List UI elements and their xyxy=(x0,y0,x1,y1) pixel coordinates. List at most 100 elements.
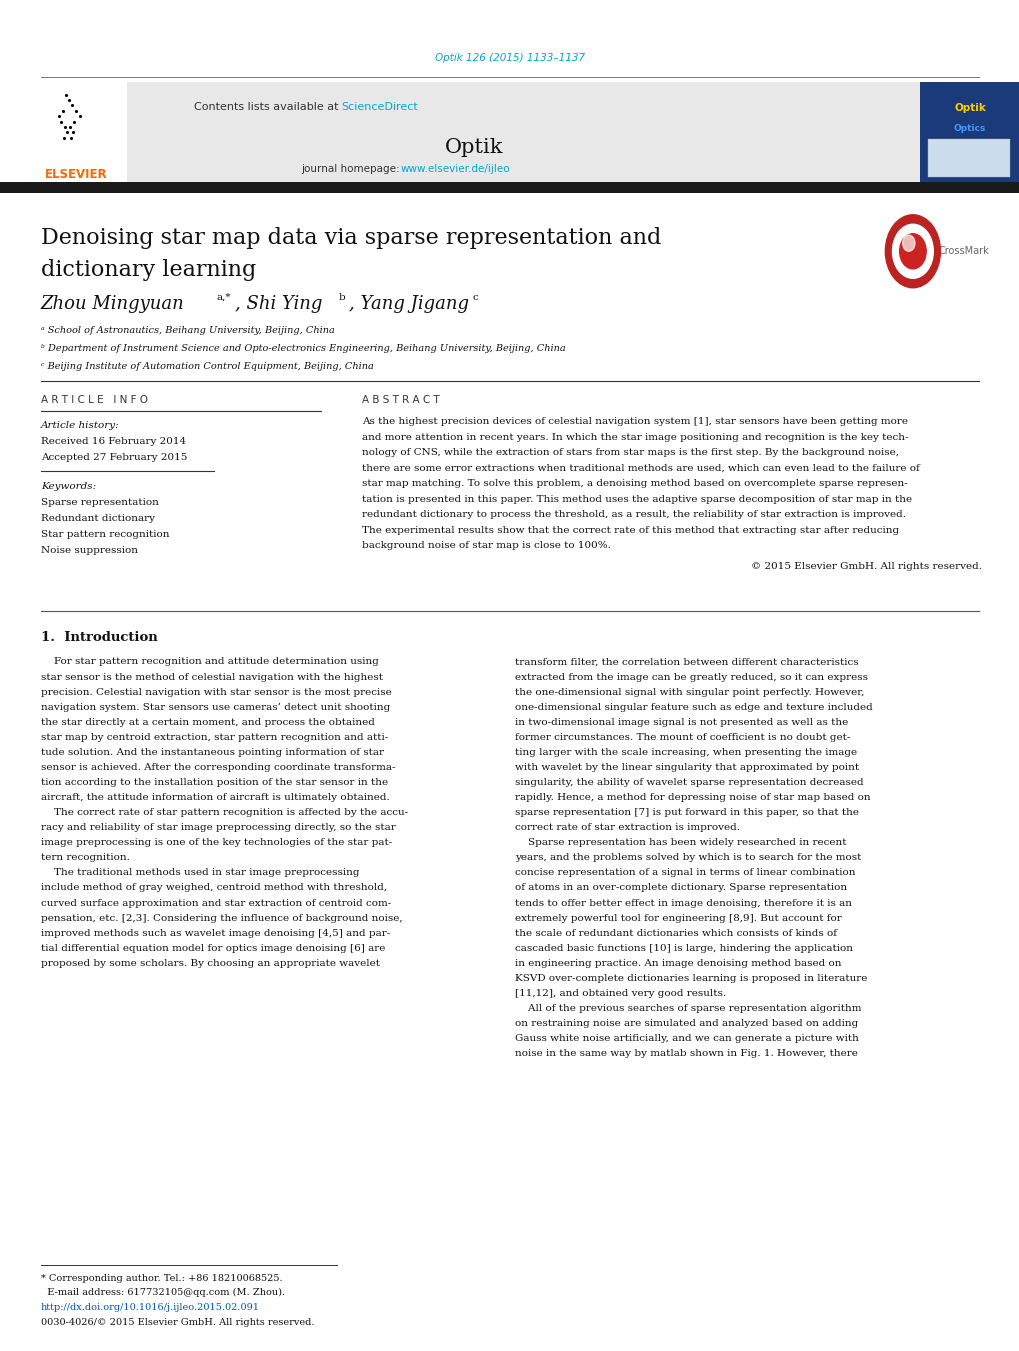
Text: tial differential equation model for optics image denoising [6] are: tial differential equation model for opt… xyxy=(41,944,385,952)
Bar xyxy=(41,82,127,182)
Circle shape xyxy=(884,215,940,288)
Text: Contents lists available at: Contents lists available at xyxy=(194,101,341,112)
Text: ting larger with the scale increasing, when presenting the image: ting larger with the scale increasing, w… xyxy=(515,748,856,757)
Text: ᵇ Department of Instrument Science and Opto-electronics Engineering, Beihang Uni: ᵇ Department of Instrument Science and O… xyxy=(41,345,565,353)
Circle shape xyxy=(892,224,932,278)
Text: ELSEVIER: ELSEVIER xyxy=(45,168,107,181)
Text: Zhou Mingyuan: Zhou Mingyuan xyxy=(41,295,184,313)
Text: Sparse representation: Sparse representation xyxy=(41,499,159,507)
Text: redundant dictionary to process the threshold, as a result, the reliability of s: redundant dictionary to process the thre… xyxy=(362,511,905,519)
Text: CrossMark: CrossMark xyxy=(937,246,988,257)
Text: Article history:: Article history: xyxy=(41,422,119,430)
Text: Star pattern recognition: Star pattern recognition xyxy=(41,530,169,539)
Text: ᵃ School of Astronautics, Beihang University, Beijing, China: ᵃ School of Astronautics, Beihang Univer… xyxy=(41,327,334,335)
Bar xyxy=(0,182,1019,193)
Text: of atoms in an over-complete dictionary. Sparse representation: of atoms in an over-complete dictionary.… xyxy=(515,884,847,893)
Text: journal homepage:: journal homepage: xyxy=(301,163,403,174)
Text: www.elsevier.de/ijleo: www.elsevier.de/ijleo xyxy=(400,163,510,174)
Text: Accepted 27 February 2015: Accepted 27 February 2015 xyxy=(41,454,187,462)
Text: former circumstances. The mount of coefficient is no doubt get-: former circumstances. The mount of coeff… xyxy=(515,732,850,742)
Text: http://dx.doi.org/10.1016/j.ijleo.2015.02.091: http://dx.doi.org/10.1016/j.ijleo.2015.0… xyxy=(41,1304,260,1312)
Text: noise in the same way by matlab shown in Fig. 1. However, there: noise in the same way by matlab shown in… xyxy=(515,1050,857,1058)
Circle shape xyxy=(899,234,925,269)
Text: in engineering practice. An image denoising method based on: in engineering practice. An image denois… xyxy=(515,959,841,967)
Text: proposed by some scholars. By choosing an appropriate wavelet: proposed by some scholars. By choosing a… xyxy=(41,959,379,967)
Text: © 2015 Elsevier GmbH. All rights reserved.: © 2015 Elsevier GmbH. All rights reserve… xyxy=(751,562,981,571)
Text: tation is presented in this paper. This method uses the adaptive sparse decompos: tation is presented in this paper. This … xyxy=(362,494,911,504)
Circle shape xyxy=(902,235,914,251)
Text: [11,12], and obtained very good results.: [11,12], and obtained very good results. xyxy=(515,989,726,998)
Text: pensation, etc. [2,3]. Considering the influence of background noise,: pensation, etc. [2,3]. Considering the i… xyxy=(41,913,403,923)
Text: racy and reliability of star image preprocessing directly, so the star: racy and reliability of star image prepr… xyxy=(41,823,395,832)
Text: c: c xyxy=(472,293,478,301)
Text: extremely powerful tool for engineering [8,9]. But account for: extremely powerful tool for engineering … xyxy=(515,913,841,923)
Text: KSVD over-complete dictionaries learning is proposed in literature: KSVD over-complete dictionaries learning… xyxy=(515,974,866,982)
Text: one-dimensional singular feature such as edge and texture included: one-dimensional singular feature such as… xyxy=(515,703,872,712)
Text: a,*: a,* xyxy=(216,293,230,301)
Text: Noise suppression: Noise suppression xyxy=(41,546,138,555)
Text: 1.  Introduction: 1. Introduction xyxy=(41,631,157,644)
Text: dictionary learning: dictionary learning xyxy=(41,259,256,281)
Text: star map by centroid extraction, star pattern recognition and atti-: star map by centroid extraction, star pa… xyxy=(41,732,387,742)
Text: include method of gray weighed, centroid method with threshold,: include method of gray weighed, centroid… xyxy=(41,884,386,893)
Text: nology of CNS, while the extraction of stars from star maps is the first step. B: nology of CNS, while the extraction of s… xyxy=(362,449,898,457)
Text: sparse representation [7] is put forward in this paper, so that the: sparse representation [7] is put forward… xyxy=(515,808,858,817)
Text: Redundant dictionary: Redundant dictionary xyxy=(41,513,155,523)
Text: The experimental results show that the correct rate of this method that extracti: The experimental results show that the c… xyxy=(362,526,899,535)
Text: Received 16 February 2014: Received 16 February 2014 xyxy=(41,438,185,446)
Text: curved surface approximation and star extraction of centroid com-: curved surface approximation and star ex… xyxy=(41,898,390,908)
Text: , Yang Jigang: , Yang Jigang xyxy=(348,295,469,313)
Text: The correct rate of star pattern recognition is affected by the accu-: The correct rate of star pattern recogni… xyxy=(41,808,408,817)
Text: the star directly at a certain moment, and process the obtained: the star directly at a certain moment, a… xyxy=(41,717,374,727)
Text: improved methods such as wavelet image denoising [4,5] and par-: improved methods such as wavelet image d… xyxy=(41,928,389,938)
Text: ᶜ Beijing Institute of Automation Control Equipment, Beijing, China: ᶜ Beijing Institute of Automation Contro… xyxy=(41,362,373,370)
Text: Sparse representation has been widely researched in recent: Sparse representation has been widely re… xyxy=(515,838,846,847)
Text: 0030-4026/© 2015 Elsevier GmbH. All rights reserved.: 0030-4026/© 2015 Elsevier GmbH. All righ… xyxy=(41,1319,314,1327)
Text: correct rate of star extraction is improved.: correct rate of star extraction is impro… xyxy=(515,823,740,832)
Text: , Shi Ying: , Shi Ying xyxy=(234,295,322,313)
Text: the scale of redundant dictionaries which consists of kinds of: the scale of redundant dictionaries whic… xyxy=(515,928,837,938)
Text: on restraining noise are simulated and analyzed based on adding: on restraining noise are simulated and a… xyxy=(515,1019,858,1028)
Text: with wavelet by the linear singularity that approximated by point: with wavelet by the linear singularity t… xyxy=(515,763,858,771)
Text: star sensor is the method of celestial navigation with the highest: star sensor is the method of celestial n… xyxy=(41,673,382,681)
Text: concise representation of a signal in terms of linear combination: concise representation of a signal in te… xyxy=(515,869,855,877)
Text: Optik: Optik xyxy=(953,103,985,113)
Text: and more attention in recent years. In which the star image positioning and reco: and more attention in recent years. In w… xyxy=(362,432,908,442)
Text: background noise of star map is close to 100%.: background noise of star map is close to… xyxy=(362,542,610,550)
Text: image preprocessing is one of the key technologies of the star pat-: image preprocessing is one of the key te… xyxy=(41,838,391,847)
Text: Keywords:: Keywords: xyxy=(41,482,96,490)
Text: Optik: Optik xyxy=(444,138,503,157)
Text: years, and the problems solved by which is to search for the most: years, and the problems solved by which … xyxy=(515,854,861,862)
Text: cascaded basic functions [10] is large, hindering the application: cascaded basic functions [10] is large, … xyxy=(515,944,852,952)
Text: navigation system. Star sensors use cameras’ detect unit shooting: navigation system. Star sensors use came… xyxy=(41,703,389,712)
Text: E-mail address: 617732105@qq.com (M. Zhou).: E-mail address: 617732105@qq.com (M. Zho… xyxy=(41,1289,284,1297)
Text: extracted from the image can be greatly reduced, so it can express: extracted from the image can be greatly … xyxy=(515,673,867,681)
Text: aircraft, the attitude information of aircraft is ultimately obtained.: aircraft, the attitude information of ai… xyxy=(41,793,389,802)
Text: For star pattern recognition and attitude determination using: For star pattern recognition and attitud… xyxy=(41,658,378,666)
Text: star map matching. To solve this problem, a denoising method based on overcomple: star map matching. To solve this problem… xyxy=(362,480,907,488)
Text: in two-dimensional image signal is not presented as well as the: in two-dimensional image signal is not p… xyxy=(515,717,848,727)
Text: sensor is achieved. After the corresponding coordinate transforma-: sensor is achieved. After the correspond… xyxy=(41,763,395,771)
Text: All of the previous searches of sparse representation algorithm: All of the previous searches of sparse r… xyxy=(515,1004,861,1013)
Text: ScienceDirect: ScienceDirect xyxy=(341,101,418,112)
Text: Optics: Optics xyxy=(953,124,985,132)
Text: tern recognition.: tern recognition. xyxy=(41,854,129,862)
Text: A R T I C L E   I N F O: A R T I C L E I N F O xyxy=(41,394,148,405)
Text: there are some error extractions when traditional methods are used, which can ev: there are some error extractions when tr… xyxy=(362,463,919,473)
Text: * Corresponding author. Tel.: +86 18210068525.: * Corresponding author. Tel.: +86 182100… xyxy=(41,1274,282,1282)
Text: precision. Celestial navigation with star sensor is the most precise: precision. Celestial navigation with sta… xyxy=(41,688,391,697)
Bar xyxy=(919,82,1019,182)
Text: A B S T R A C T: A B S T R A C T xyxy=(362,394,439,405)
Text: Optik 126 (2015) 1133–1137: Optik 126 (2015) 1133–1137 xyxy=(434,53,585,63)
Text: The traditional methods used in star image preprocessing: The traditional methods used in star ima… xyxy=(41,869,359,877)
Text: transform filter, the correlation between different characteristics: transform filter, the correlation betwee… xyxy=(515,658,858,666)
Text: b: b xyxy=(338,293,345,301)
Text: tends to offer better effect in image denoising, therefore it is an: tends to offer better effect in image de… xyxy=(515,898,851,908)
Text: tion according to the installation position of the star sensor in the: tion according to the installation posit… xyxy=(41,778,387,788)
Text: As the highest precision devices of celestial navigation system [1], star sensor: As the highest precision devices of cele… xyxy=(362,417,907,426)
Text: Gauss white noise artificially, and we can generate a picture with: Gauss white noise artificially, and we c… xyxy=(515,1034,858,1043)
Bar xyxy=(927,139,1009,177)
Text: Denoising star map data via sparse representation and: Denoising star map data via sparse repre… xyxy=(41,227,660,249)
Text: the one-dimensional signal with singular point perfectly. However,: the one-dimensional signal with singular… xyxy=(515,688,864,697)
Text: rapidly. Hence, a method for depressing noise of star map based on: rapidly. Hence, a method for depressing … xyxy=(515,793,870,802)
